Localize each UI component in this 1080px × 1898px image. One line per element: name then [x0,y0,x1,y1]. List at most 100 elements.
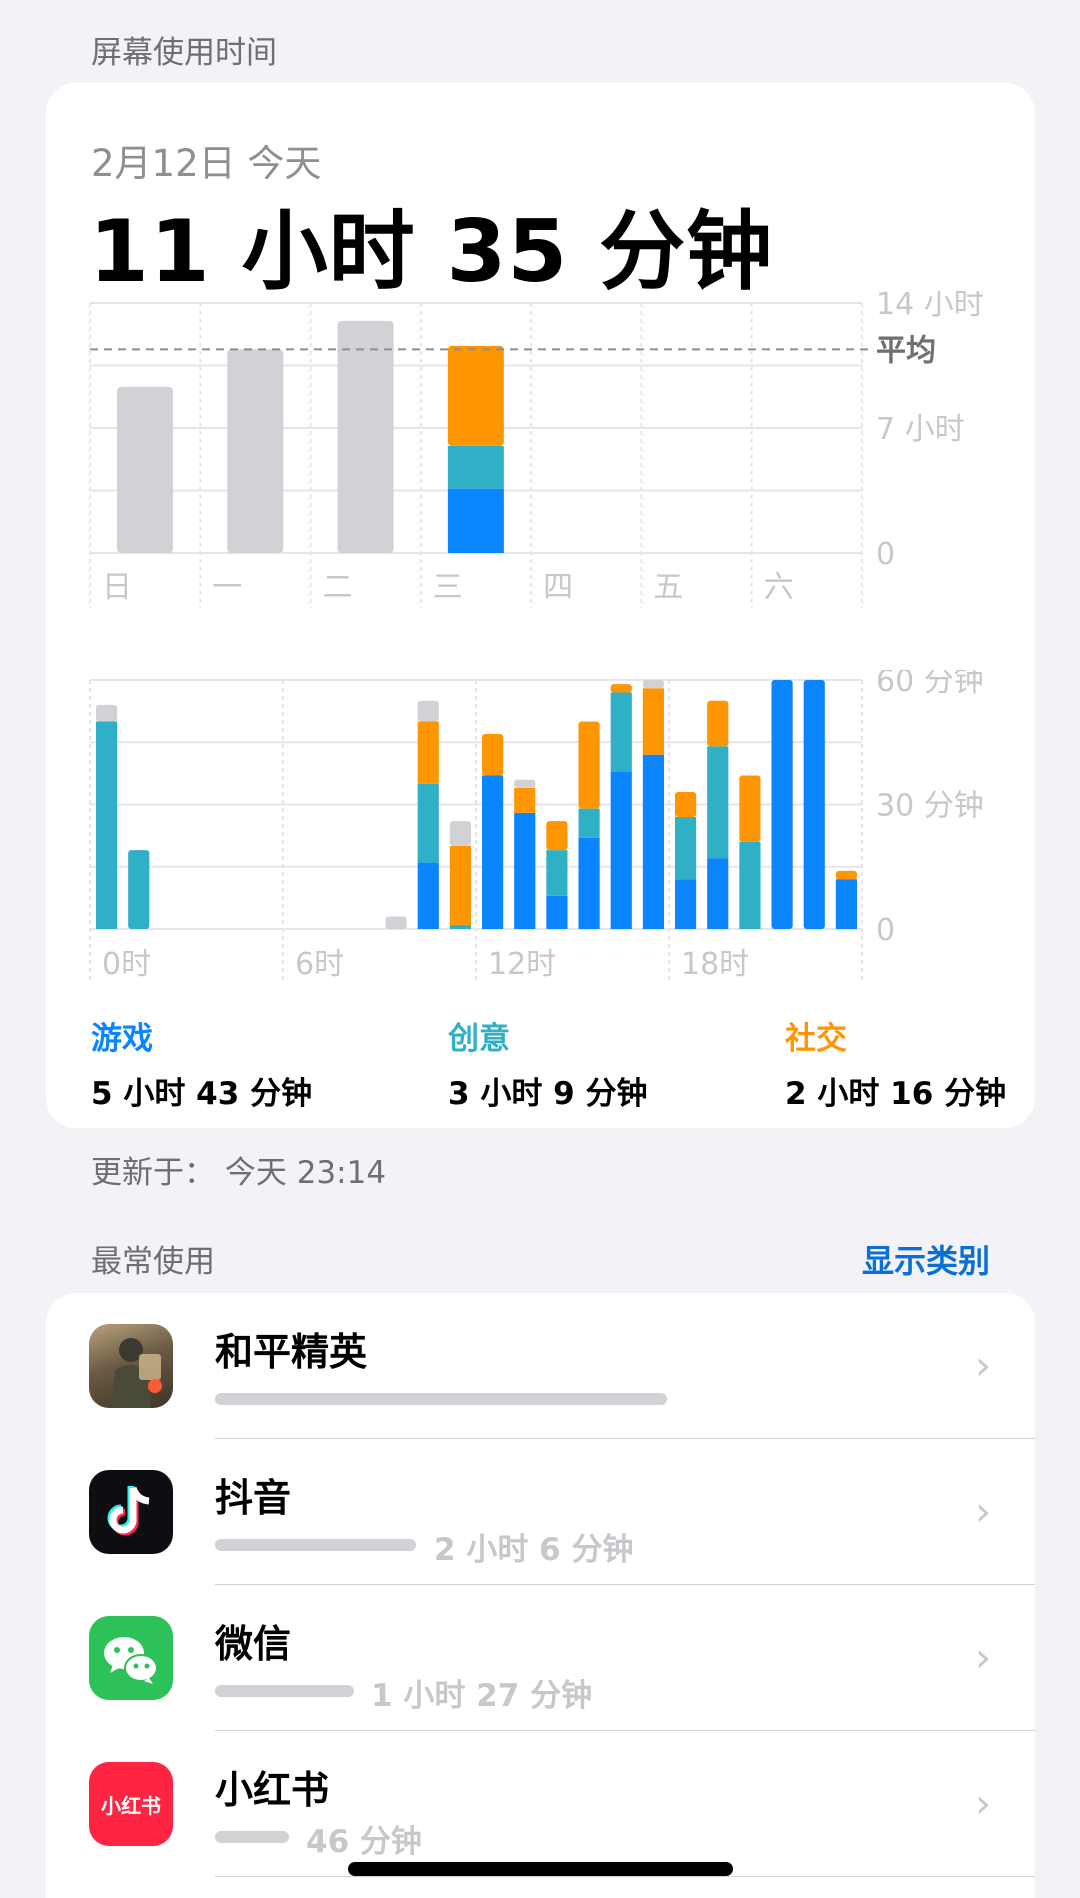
app-row-wechat[interactable]: 微信 1 小时 27 分钟 › [46,1585,1035,1731]
bar-segment [417,862,439,929]
category-creativity-time: 3 小时 9 分钟 [448,1076,648,1112]
bar-segment [675,816,697,880]
bar-segment [675,792,697,817]
y-tick-label: 0 [876,913,895,948]
x-tick-label: 18时 [681,947,749,982]
bar-segment [337,320,394,553]
bar-segment [447,488,504,553]
bar-segment [642,754,664,929]
chevron-right-icon: › [975,1489,991,1535]
app-name: 微信 [215,1622,292,1666]
app-name: 和平精英 [215,1330,368,1374]
bar-segment [546,821,568,851]
bar-segment [642,688,664,755]
xiaohongshu-icon-text: 小红书 [101,1793,161,1818]
app-row-douyin[interactable]: 抖音 2 小时 6 分钟 › [46,1439,1035,1585]
x-tick-label: 四 [543,570,573,605]
usage-bar [215,1831,289,1843]
bar-segment [447,445,504,489]
divider [215,1438,1035,1439]
y-tick-label: 14 小时 [876,291,984,322]
usage-bar [215,1539,416,1551]
bar-segment [449,924,471,929]
bar-segment [835,870,857,880]
bar-segment [417,700,439,722]
x-tick-label: 二 [323,570,353,605]
app-row-xiaohongshu[interactable]: 小红书 小红书 46 分钟 › [46,1731,1035,1877]
pubg-icon [89,1324,173,1408]
usage-bar [215,1685,354,1697]
chevron-right-icon: › [975,1781,991,1827]
category-games-name: 游戏 [91,1021,153,1057]
bar-segment [514,812,536,929]
bar-segment [514,779,536,788]
category-social-time: 2 小时 16 分钟 [785,1076,1007,1112]
bar-segment [707,700,729,747]
bar-segment [449,846,471,925]
y-tick-label: 0 [876,537,895,572]
bar-segment [128,850,150,929]
category-games-time: 5 小时 43 分钟 [91,1076,313,1112]
bar-segment [546,850,568,896]
y-tick-label: 平均 [876,333,936,368]
bar-segment [803,680,825,929]
x-tick-label: 6时 [295,947,344,982]
category-social-name: 社交 [785,1021,847,1057]
most-used-list: 和平精英 › 抖音 2 小时 6 分钟 › [46,1293,1035,1898]
y-tick-label: 7 小时 [876,412,965,447]
bar-segment [771,680,793,929]
category-creativity-name: 创意 [448,1021,510,1057]
bar-segment [707,858,729,929]
bar-segment [449,821,471,846]
home-indicator[interactable] [348,1862,733,1876]
bar-segment [610,771,632,929]
bar-segment [514,787,536,813]
bar-segment [447,345,504,446]
updated-label: 更新于： 今天 23:14 [91,1155,387,1191]
bar-segment [482,775,504,929]
category-games: 游戏 5 小时 43 分钟 [91,1013,312,1113]
bar-segment [96,721,118,929]
bar-segment [739,775,761,842]
category-social: 社交 2 小时 16 分钟 [785,1013,1006,1113]
total-time: 11 小时 35 分钟 [89,202,774,302]
bar-segment [482,733,504,776]
bar-segment [835,879,857,929]
bar-segment [117,386,173,553]
bar-segment [385,916,407,929]
bar-segment [707,746,729,859]
wechat-icon [89,1616,173,1700]
bar-segment [578,721,600,809]
douyin-icon [89,1470,173,1554]
bar-segment [417,783,439,863]
x-tick-label: 12时 [488,947,556,982]
summary-card[interactable]: 2月12日 今天 11 小时 35 分钟 日 一 二 三 四 五 六 14 小时 平均 7 小时 0… [46,83,1035,1128]
y-tick-label: 30 分钟 [876,789,984,824]
usage-bar [215,1393,667,1405]
page-title: 屏幕使用时间 [91,35,277,71]
app-name: 抖音 [215,1476,292,1520]
bar-segment [739,841,761,929]
x-tick-label: 0时 [102,947,151,982]
app-row-heping[interactable]: 和平精英 › [46,1293,1035,1439]
bar-segment [675,879,697,929]
divider [215,1584,1035,1585]
bar-segment [417,721,439,784]
usage-time: 46 分钟 [306,1824,422,1860]
date-label: 2月12日 今天 [91,142,322,185]
hourly-chart[interactable]: 0时 6时 12时 18时 60 分钟 30 分钟 0 [46,670,1035,1010]
chevron-right-icon: › [975,1343,991,1389]
bar-segment [610,684,632,693]
divider [215,1730,1035,1731]
usage-time: 2 小时 6 分钟 [434,1532,634,1568]
bar-segment [578,837,600,929]
usage-time: 1 小时 27 分钟 [371,1678,593,1714]
most-used-title: 最常使用 [91,1244,215,1280]
x-tick-label: 六 [764,570,794,605]
xiaohongshu-icon: 小红书 [89,1762,173,1846]
app-name: 小红书 [215,1768,330,1812]
show-categories-button[interactable]: 显示类别 [861,1242,990,1280]
bar-segment [610,692,632,772]
x-tick-label: 三 [433,570,463,605]
